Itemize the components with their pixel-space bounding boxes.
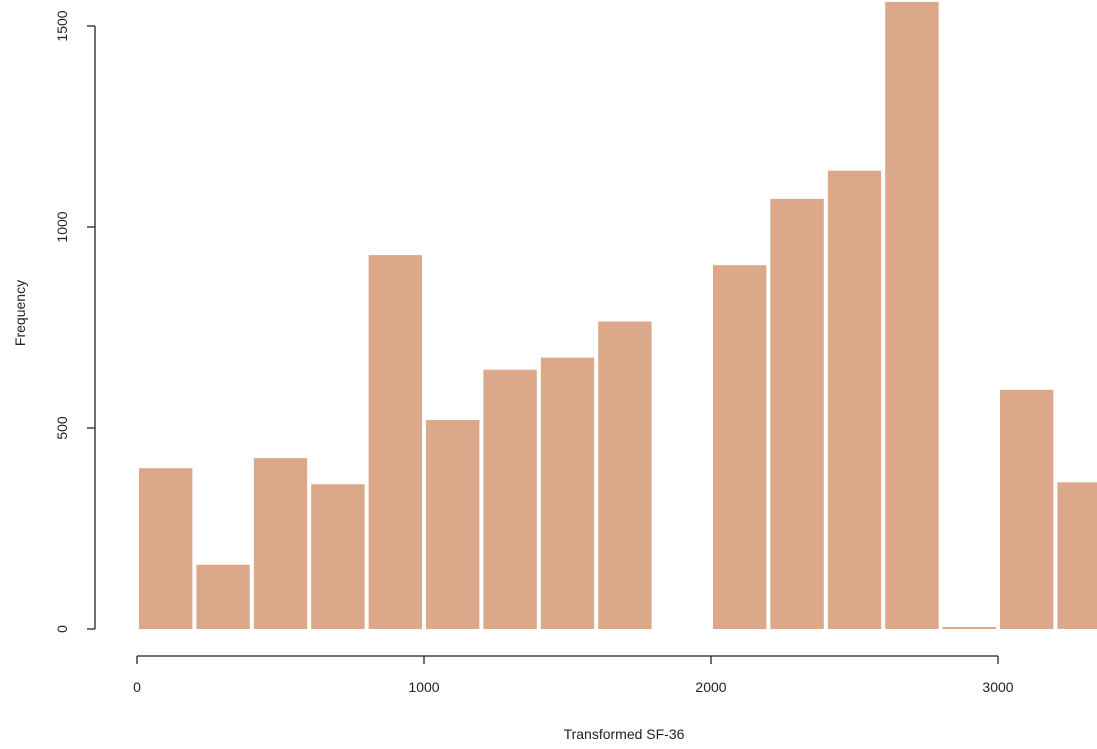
histogram-bar (770, 198, 824, 629)
histogram-bar (426, 420, 480, 629)
histogram-bar (253, 458, 308, 629)
x-axis-title: Transformed SF-36 (564, 726, 685, 742)
histogram-bar (598, 321, 652, 629)
histogram-bar (827, 170, 882, 629)
y-tick-label: 1000 (54, 211, 70, 242)
x-tick-label: 1000 (408, 679, 439, 695)
y-tick-label: 1500 (54, 10, 70, 41)
histogram-bar (885, 1, 939, 629)
histogram-bar (713, 265, 767, 629)
bars-group (139, 1, 1097, 629)
x-tick-label: 3000 (982, 679, 1013, 695)
histogram-bar (1057, 482, 1097, 629)
histogram-bar (942, 627, 996, 629)
histogram-bar (483, 369, 537, 629)
histogram-bar (1000, 389, 1054, 629)
y-tick-label: 0 (54, 625, 70, 633)
histogram-bar (196, 564, 250, 629)
x-axis: 0 1000 2000 3000 (133, 655, 1014, 695)
histogram-bar (368, 255, 422, 629)
y-axis: 0 500 1000 1500 (54, 10, 96, 633)
x-tick-label: 2000 (695, 679, 726, 695)
histogram-bar (311, 484, 365, 629)
histogram-bar (540, 357, 595, 629)
histogram-bar (139, 468, 193, 629)
y-tick-label: 500 (54, 416, 70, 440)
x-tick-label: 0 (133, 679, 141, 695)
y-axis-title: Frequency (12, 280, 28, 346)
